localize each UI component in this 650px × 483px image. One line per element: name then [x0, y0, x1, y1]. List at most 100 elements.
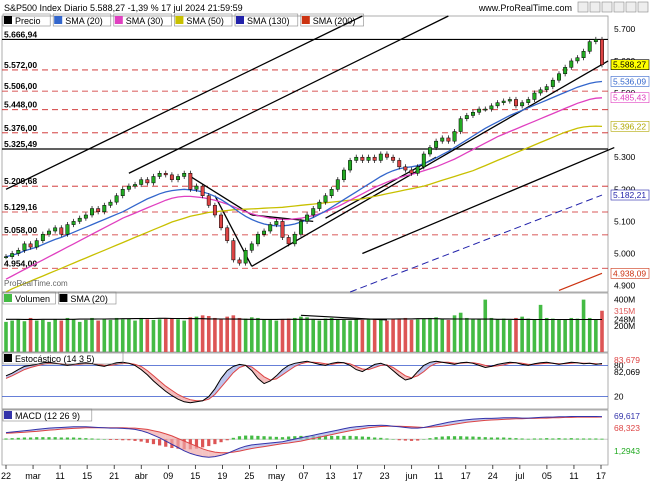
volume-bar	[520, 316, 524, 352]
menu-icon[interactable]	[577, 1, 589, 13]
window-icons	[577, 1, 649, 13]
candle	[200, 185, 205, 196]
macd-histogram-bar	[403, 439, 407, 441]
candle	[176, 176, 180, 180]
candle	[557, 73, 561, 81]
macd-histogram-bar	[581, 438, 586, 440]
volume-bar	[311, 319, 316, 352]
candle	[83, 214, 88, 219]
volume-bar	[348, 320, 352, 352]
sma20-line	[5, 80, 603, 258]
candle	[329, 189, 334, 196]
sma50-line	[5, 125, 603, 293]
volume-bar	[299, 316, 303, 352]
volume-legend-swatch	[4, 294, 12, 302]
stochastic-tick-label: 80	[614, 360, 624, 370]
macd-histogram-bar	[28, 437, 33, 440]
macd-histogram-bar	[483, 437, 487, 440]
up-icon[interactable]	[589, 1, 601, 13]
volume-right-label: 315M	[614, 306, 635, 316]
down-icon[interactable]	[601, 1, 613, 13]
volume-bar	[213, 317, 217, 352]
candle	[255, 233, 260, 245]
volume-bar	[102, 319, 107, 352]
volume-bar	[551, 318, 555, 352]
macd-histogram-bar	[145, 439, 149, 443]
x-tick-label: 17	[353, 471, 363, 481]
volume-bar	[600, 310, 604, 352]
stochastic-fill	[399, 371, 406, 380]
x-tick-label: 09	[163, 471, 173, 481]
macd-histogram-bar	[336, 435, 340, 440]
price-tick-label: 5.200	[614, 184, 636, 194]
close-icon[interactable]	[637, 1, 649, 13]
volume-legend-swatch	[59, 294, 68, 302]
macd-histogram-bar	[114, 439, 119, 440]
candle	[532, 92, 537, 100]
macd-histogram-bar	[96, 438, 100, 440]
x-tick-label: abr	[135, 471, 148, 481]
x-tick-label: 17	[596, 471, 606, 481]
macd-histogram-bar	[434, 437, 438, 440]
volume-bar	[391, 319, 395, 352]
volume-bar	[514, 317, 518, 352]
candle	[575, 57, 580, 62]
price-legend-swatch	[175, 16, 184, 24]
macd-histogram-bar	[538, 438, 543, 440]
candle	[120, 189, 125, 196]
volume-right-label: 248M	[614, 315, 635, 325]
stochastic-fill	[393, 367, 400, 376]
volume-bar	[575, 318, 580, 352]
stochastic-right-label: 82,069	[614, 367, 640, 377]
sma200-line	[558, 272, 603, 291]
volume-bar	[569, 317, 574, 352]
price-hline-label: 5.129,16	[4, 202, 37, 212]
volume-bar	[22, 321, 27, 352]
volume-bar	[182, 320, 186, 352]
price-legend-item: SMA (130)	[247, 16, 290, 26]
price-legend-box	[234, 13, 299, 27]
price-legend-item: SMA (20)	[65, 16, 103, 26]
volume-tick-label: 400M	[614, 295, 635, 305]
volume-bar	[483, 299, 488, 352]
zoom-icon[interactable]	[625, 1, 637, 13]
candle	[544, 86, 549, 91]
macd-histogram-bar	[514, 438, 518, 440]
candle	[47, 230, 51, 235]
stochastic-d-line	[5, 361, 603, 402]
candle	[483, 108, 488, 111]
candle	[262, 230, 267, 235]
candle	[600, 39, 604, 66]
volume-bar	[280, 319, 285, 352]
candle	[237, 259, 242, 264]
price-legend-swatch	[4, 16, 12, 24]
macd-histogram-bar	[502, 437, 506, 440]
candle	[219, 214, 224, 229]
stochastic-fill	[276, 369, 283, 379]
candle	[225, 227, 230, 241]
macd-line	[5, 416, 603, 458]
volume-legend-box	[2, 291, 56, 305]
candle	[440, 137, 445, 142]
price-right-label: 4.938,09	[613, 268, 646, 278]
chart-icon[interactable]	[613, 1, 625, 13]
macd-histogram-bar	[59, 437, 63, 440]
candle	[139, 179, 144, 185]
macd-fill	[184, 441, 191, 454]
candle	[409, 169, 414, 174]
x-tick-label: 21	[109, 471, 119, 481]
macd-histogram-bar	[489, 437, 494, 440]
macd-fill	[159, 432, 166, 442]
volume-bar	[243, 318, 248, 352]
macd-histogram-bar	[237, 436, 242, 440]
volume-bar	[274, 320, 279, 352]
volume-bar	[409, 319, 414, 352]
volume-bar	[237, 317, 242, 352]
macd-histogram-bar	[563, 438, 567, 440]
macd-histogram-bar	[121, 439, 125, 441]
volume-bar	[594, 319, 598, 352]
x-tick-label: 19	[217, 471, 227, 481]
macd-histogram-bar	[231, 437, 235, 440]
